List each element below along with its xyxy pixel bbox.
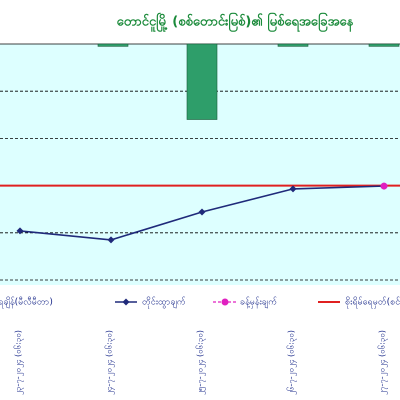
measured-marker bbox=[198, 208, 206, 216]
rain-bar bbox=[368, 43, 400, 47]
legend-label: တိုင်းထွာချက် bbox=[142, 297, 186, 309]
measured-marker bbox=[16, 227, 24, 235]
legend-swatch bbox=[122, 298, 130, 306]
x-tick-label: ၂၄-၇-၂၀၂၄ (၀၆:၃၀) bbox=[104, 330, 116, 395]
forecast-marker bbox=[380, 182, 388, 190]
legend-label: ခန့်မှန်းချက် bbox=[240, 297, 278, 309]
rain-bar bbox=[186, 43, 218, 120]
rain-bar bbox=[277, 43, 309, 47]
legend-swatch bbox=[221, 298, 229, 306]
measured-marker bbox=[107, 236, 115, 244]
legend-label: စိုးရိမ်ရေမှတ်(စင်တီမီတာ) bbox=[345, 297, 400, 309]
measured-marker bbox=[289, 185, 297, 193]
legend-label: မိုးရေချိန်(မီလီမီတာ) bbox=[0, 297, 53, 309]
x-tick-label: ၂၃-၇-၂၀၂၄ (၀၆:၃၀) bbox=[13, 330, 25, 395]
chart-title: တောင်ငူမြို့ (စစ်တောင်းမြစ်)၏ မြစ်ရေအခြေ… bbox=[117, 12, 355, 33]
x-tick-label: ၂၇-၇-၂၀၂၄ (၀၆:၃၀) bbox=[377, 330, 389, 395]
x-tick-label: ၂၅-၇-၂၀၂၄ (၀၆:၃၀) bbox=[195, 330, 207, 395]
x-tick-label: ၂၆-၇-၂၀၂၄ (၀၆:၃၀) bbox=[286, 330, 298, 395]
rain-bar bbox=[97, 43, 129, 47]
